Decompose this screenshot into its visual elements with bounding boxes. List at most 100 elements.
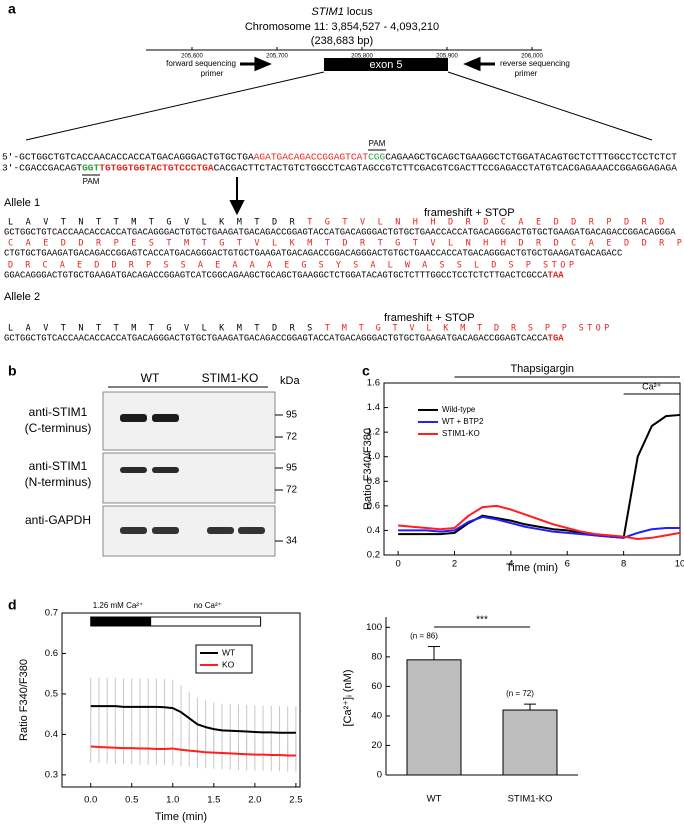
- x-tick-label: 2: [452, 559, 457, 570]
- x-tick-label: 0: [395, 559, 400, 570]
- antibody-label: anti-GAPDH: [25, 513, 91, 527]
- x-axis-label: Time (min): [155, 811, 207, 823]
- series-line: [90, 705, 296, 734]
- marker-label: 72: [286, 432, 298, 443]
- scale-label: 205,600: [181, 54, 203, 60]
- n-label: (n = 72): [506, 689, 534, 698]
- y-tick-label: 0.4: [367, 525, 380, 536]
- antibody-label: anti-STIM1: [29, 459, 88, 473]
- y-tick-label: 1.2: [367, 427, 380, 438]
- x-tick-label: 2.0: [248, 795, 261, 806]
- series-line: [398, 413, 681, 539]
- scale-label: 205,700: [266, 54, 288, 60]
- x-tick-label: 6: [565, 559, 570, 570]
- unit-label: kDa: [280, 375, 300, 387]
- marker-label: 95: [286, 410, 298, 421]
- y-tick-label: 80: [371, 651, 382, 662]
- sequence-segment: 3'-CGACCGACAGT: [2, 163, 82, 174]
- pam-label: PAM: [369, 139, 386, 148]
- sequence-segment: AGATGACAGACCGGAGTCAT: [254, 152, 369, 163]
- reverse-primer: primer: [515, 69, 538, 78]
- x-tick-label: 1.0: [166, 795, 179, 806]
- allele-note: frameshift + STOP: [424, 207, 515, 219]
- antibody-label: (N-terminus): [25, 475, 92, 489]
- antibody-label: anti-STIM1: [29, 405, 88, 419]
- band: [120, 414, 147, 422]
- markers: 95 72 95 72 34: [275, 410, 298, 547]
- panel-label: a: [8, 1, 16, 17]
- scale-label: 205,900: [436, 54, 458, 60]
- locus-title: STIM1 locus: [311, 6, 373, 18]
- protein-segment: L A V T N T T M T G V L K M T D R S: [8, 324, 312, 334]
- condition-bar: [150, 616, 262, 627]
- panel-label: d: [8, 597, 17, 613]
- locus-word: locus: [347, 6, 373, 18]
- exon-box: [324, 58, 448, 71]
- series-line: [90, 745, 296, 757]
- x-tick-label: STIM1-KO: [508, 794, 553, 805]
- sequence-segment: GGACAGGGACTGTGCTGAAGATGACAGACCGGAGTCATCG…: [4, 270, 548, 281]
- band: [238, 527, 265, 534]
- marker-label: 34: [286, 536, 298, 547]
- n-label: (n = 86): [410, 632, 438, 641]
- sequence-segment: TGTGGTGGTACTGTCCCTGA: [99, 163, 214, 174]
- band: [120, 527, 147, 534]
- blot-box: [102, 452, 276, 504]
- plot-frame: [383, 382, 681, 556]
- y-tick-label: 1.4: [367, 402, 380, 413]
- locus-length: (238,683 bp): [311, 35, 373, 47]
- marker-label: 95: [286, 463, 298, 474]
- legend-label: KO: [222, 659, 235, 669]
- y-tick-label: 0.7: [45, 608, 58, 619]
- protein-segment: T G T V L N H H D R D C A E D D R P D R …: [307, 218, 664, 228]
- y-tick-label: 0.3: [45, 769, 58, 780]
- x-tick-label: 10: [675, 559, 684, 570]
- band: [207, 527, 234, 534]
- protein-segment: C A E D D R P E S T M T G T V L K M T D …: [8, 239, 682, 249]
- panel-label: b: [8, 363, 17, 379]
- y-tick-label: 100: [366, 622, 382, 633]
- y-tick-label: 1.0: [367, 451, 380, 462]
- sequence-segment: TGA: [548, 333, 564, 344]
- bar: [406, 659, 462, 776]
- plot-frame: [61, 612, 301, 788]
- column-label: WT: [141, 371, 160, 385]
- reverse-primer: reverse sequencing: [500, 59, 570, 68]
- sequence-segment: CTGTGCTGAAGATGACAGACCGGAGTCACCATGACAGGGA…: [4, 248, 623, 259]
- blot: [102, 391, 276, 557]
- scale-label: 206,000: [521, 54, 543, 60]
- marker-label: 72: [286, 485, 298, 496]
- x-tick-label: 0.0: [84, 795, 97, 806]
- sequence-segment: CGG: [368, 152, 385, 163]
- band: [152, 414, 179, 422]
- zoom-line: [25, 71, 325, 141]
- x-tick-label: WT: [427, 794, 442, 805]
- x-tick-label: 4: [508, 559, 513, 570]
- y-tick-label: 0.5: [45, 688, 58, 699]
- forward-primer: forward sequencing: [166, 59, 236, 68]
- antibody-label: (C-terminus): [25, 421, 92, 435]
- zoom-line: [447, 71, 653, 141]
- bar: [502, 709, 558, 776]
- y-tick-label: 0.2: [367, 550, 380, 561]
- y-axis-label: Ratio F340/F380: [18, 659, 30, 741]
- x-axis-label: Time (min): [506, 562, 558, 574]
- gene-name: STIM1: [311, 6, 343, 18]
- reverse-arrow: [463, 56, 495, 72]
- y-tick-label: 40: [371, 710, 382, 721]
- pam-label: PAM: [83, 177, 100, 186]
- x-tick-label: 0.5: [125, 795, 138, 806]
- sequence-segment: 5'-GCTGGCTGTCACCAACACCACCATGACAGGGACTGTG…: [2, 152, 254, 163]
- panel-label: c: [362, 363, 370, 379]
- y-tick-label: 20: [371, 740, 382, 751]
- condition-bar: [90, 616, 152, 627]
- x-tick-label: 1.5: [207, 795, 220, 806]
- forward-primer: primer: [201, 69, 224, 78]
- y-axis-label: Ratio F340/F380: [362, 428, 374, 510]
- significance: ***: [476, 615, 488, 626]
- series-line: [398, 515, 680, 539]
- exon-label: exon 5: [369, 59, 402, 71]
- series-line: [398, 504, 681, 541]
- x-tick-label: 2.5: [289, 795, 302, 806]
- legend-label: Wild-type: [442, 405, 476, 414]
